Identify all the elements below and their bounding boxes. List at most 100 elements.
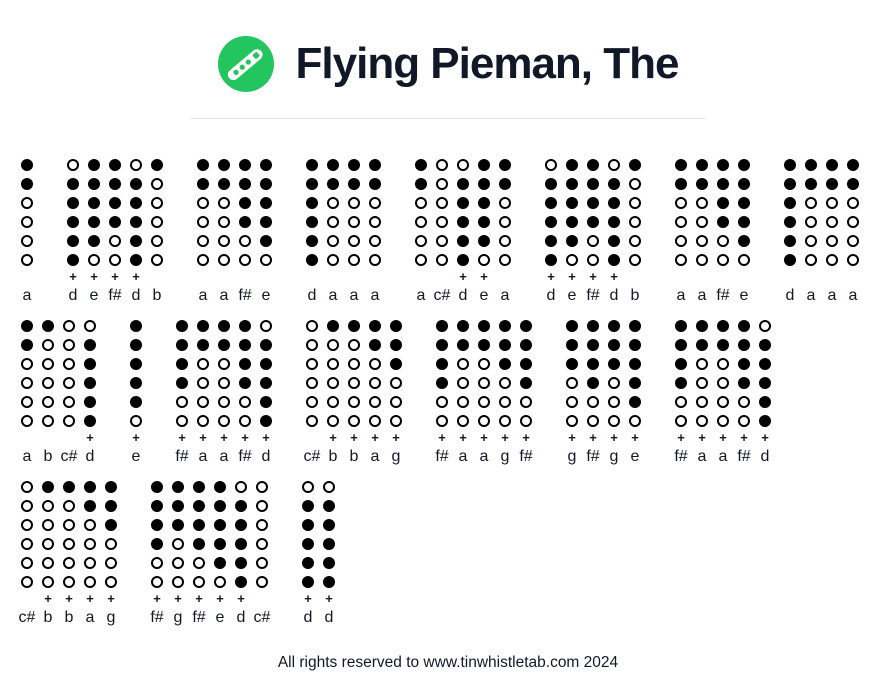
hole-open-icon — [256, 537, 268, 550]
octave-plus-mark: + — [153, 591, 161, 606]
note-label: f# — [716, 287, 730, 304]
hole-open-icon — [327, 338, 339, 351]
hole-filled-icon — [130, 215, 142, 228]
note-column: + e — [477, 155, 491, 306]
hole-open-icon — [63, 357, 75, 370]
hole-filled-icon — [436, 338, 448, 351]
octave-plus-mark: + — [568, 269, 576, 284]
octave-plus-mark: + — [740, 430, 748, 445]
octave-plus-mark: + — [220, 430, 228, 445]
note-column: + f# — [586, 316, 600, 467]
note-column: c# — [254, 477, 270, 628]
hole-open-icon — [436, 253, 448, 266]
hole-filled-icon — [738, 338, 750, 351]
hole-filled-icon — [478, 158, 490, 171]
hole-filled-icon — [369, 338, 381, 351]
note-label: f# — [175, 448, 189, 465]
note-label: c# — [303, 448, 321, 465]
hole-filled-icon — [323, 537, 335, 550]
hole-open-icon — [348, 357, 360, 370]
note-label: d — [68, 287, 78, 304]
note-column: + d — [456, 155, 470, 306]
hole-open-icon — [21, 376, 33, 389]
octave-plus-mark: + — [216, 591, 224, 606]
note-label: a — [458, 448, 468, 465]
hole-filled-icon — [566, 215, 578, 228]
hole-open-icon — [520, 414, 532, 427]
hole-filled-icon — [717, 158, 729, 171]
bar-group: + d + e + f# + d b — [66, 155, 164, 306]
note-label: a — [827, 287, 837, 304]
note-column: + a — [477, 316, 491, 467]
hole-open-icon — [151, 177, 163, 190]
hole-open-icon — [436, 177, 448, 190]
hole-filled-icon — [172, 499, 184, 512]
hole-filled-icon — [88, 177, 100, 190]
octave-plus-mark: + — [86, 430, 94, 445]
header-divider — [190, 118, 706, 119]
hole-filled-icon — [327, 158, 339, 171]
hole-open-icon — [499, 234, 511, 247]
hole-open-icon — [256, 499, 268, 512]
hole-open-icon — [348, 196, 360, 209]
hole-open-icon — [84, 537, 96, 550]
hole-filled-icon — [327, 177, 339, 190]
hole-filled-icon — [21, 158, 33, 171]
hole-filled-icon — [67, 196, 79, 209]
note-column: e — [737, 155, 751, 306]
octave-plus-mark: + — [195, 591, 203, 606]
note-label: a — [500, 287, 510, 304]
hole-open-icon — [21, 253, 33, 266]
hole-open-icon — [608, 376, 620, 389]
bar-group: + d + e + f# + d b — [544, 155, 642, 306]
hole-filled-icon — [235, 575, 247, 588]
hole-open-icon — [348, 338, 360, 351]
hole-filled-icon — [214, 556, 226, 569]
hole-filled-icon — [629, 376, 641, 389]
hole-filled-icon — [457, 234, 469, 247]
hole-filled-icon — [478, 234, 490, 247]
note-label: d — [609, 287, 619, 304]
hole-open-icon — [63, 575, 75, 588]
note-column: + b — [347, 316, 361, 467]
octave-plus-mark: + — [589, 430, 597, 445]
note-column: + g — [104, 477, 118, 628]
hole-filled-icon — [415, 158, 427, 171]
octave-plus-mark: + — [610, 430, 618, 445]
hole-open-icon — [151, 575, 163, 588]
note-label: e — [89, 287, 99, 304]
hole-filled-icon — [302, 518, 314, 531]
hole-open-icon — [696, 357, 708, 370]
note-label: a — [370, 448, 380, 465]
hole-open-icon — [847, 253, 859, 266]
hole-open-icon — [260, 319, 272, 332]
note-column: a — [804, 155, 818, 306]
note-label: f# — [519, 448, 533, 465]
note-label: d — [458, 287, 468, 304]
hole-filled-icon — [306, 158, 318, 171]
hole-open-icon — [696, 234, 708, 247]
hole-filled-icon — [457, 177, 469, 190]
note-column: + b — [62, 477, 76, 628]
hole-filled-icon — [214, 480, 226, 493]
hole-filled-icon — [327, 319, 339, 332]
hole-open-icon — [21, 518, 33, 531]
hole-open-icon — [675, 395, 687, 408]
hole-filled-icon — [717, 196, 729, 209]
hole-open-icon — [130, 158, 142, 171]
note-label: f# — [586, 448, 600, 465]
hole-filled-icon — [784, 253, 796, 266]
hole-open-icon — [545, 158, 557, 171]
hole-open-icon — [499, 253, 511, 266]
hole-open-icon — [457, 414, 469, 427]
hole-filled-icon — [21, 177, 33, 190]
hole-open-icon — [197, 253, 209, 266]
tab-row: a + d + e + f# + d b a a f# e d a a a a c# + d + e a + d + e + f# + d b a a… — [20, 155, 896, 306]
hole-filled-icon — [738, 158, 750, 171]
hole-filled-icon — [84, 357, 96, 370]
hole-open-icon — [105, 575, 117, 588]
hole-open-icon — [327, 414, 339, 427]
hole-filled-icon — [218, 338, 230, 351]
hole-open-icon — [63, 537, 75, 550]
